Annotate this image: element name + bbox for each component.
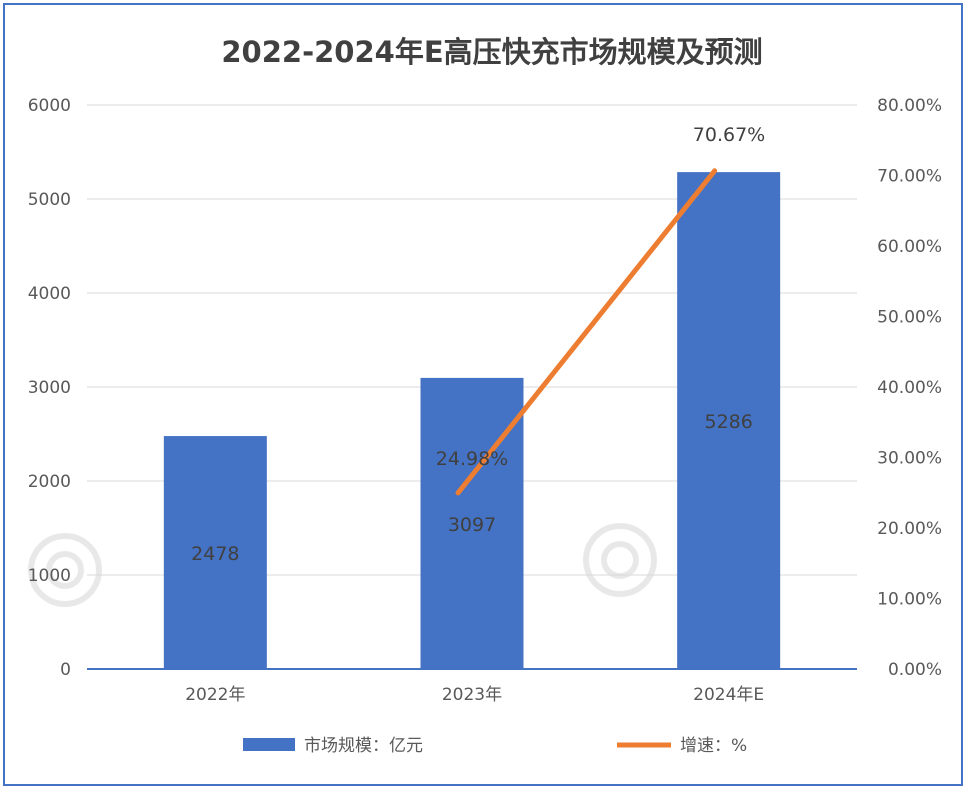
bar-data-label: 3097: [448, 514, 496, 536]
bar-data-label: 2478: [191, 543, 239, 565]
line-data-label: 70.67%: [693, 124, 765, 146]
left-axis: 0 1000 2000 3000 4000 5000 6000: [28, 96, 71, 680]
x-tick-label: 2022年: [185, 685, 245, 705]
right-tick-label: 60.00%: [877, 237, 942, 257]
left-tick-label: 4000: [28, 284, 71, 304]
left-tick-label: 0: [60, 660, 71, 680]
right-tick-label: 80.00%: [877, 96, 942, 116]
left-tick-label: 5000: [28, 190, 71, 210]
legend-swatch-bar: [243, 738, 295, 751]
x-tick-label: 2024年E: [693, 685, 764, 705]
bar-data-label: 5286: [704, 411, 752, 433]
right-tick-label: 10.00%: [877, 590, 942, 610]
left-tick-label: 2000: [28, 472, 71, 492]
line-data-label: 24.98%: [436, 448, 508, 470]
right-axis: 0.00% 10.00% 20.00% 30.00% 40.00% 50.00% 60.00…: [877, 96, 942, 680]
growth-line: [455, 168, 718, 496]
bar: [420, 377, 524, 669]
x-axis: 2022年 2023年 2024年E: [87, 668, 857, 705]
left-tick-label: 1000: [28, 566, 71, 586]
data-labels: 2478 3097 5286 24.98% 70.67%: [191, 124, 765, 565]
legend-label-line: 增速：%: [680, 736, 747, 756]
right-tick-label: 70.00%: [877, 167, 942, 187]
x-tick-label: 2023年: [442, 685, 502, 705]
legend: 市场规模：亿元 增速：%: [243, 736, 747, 756]
right-tick-label: 50.00%: [877, 308, 942, 328]
right-tick-label: 0.00%: [888, 660, 942, 680]
bar: [677, 172, 781, 669]
right-tick-label: 40.00%: [877, 378, 942, 398]
left-tick-label: 6000: [28, 96, 71, 116]
bar-series: [163, 172, 781, 669]
left-tick-label: 3000: [28, 378, 71, 398]
legend-label-bar: 市场规模：亿元: [304, 736, 423, 756]
right-tick-label: 30.00%: [877, 449, 942, 469]
bar: [163, 436, 267, 669]
chart-title: 2022-2024年E高压快充市场规模及预测: [221, 35, 762, 69]
watermark: [28, 523, 657, 607]
right-tick-label: 20.00%: [877, 519, 942, 539]
line-series: [455, 168, 718, 496]
